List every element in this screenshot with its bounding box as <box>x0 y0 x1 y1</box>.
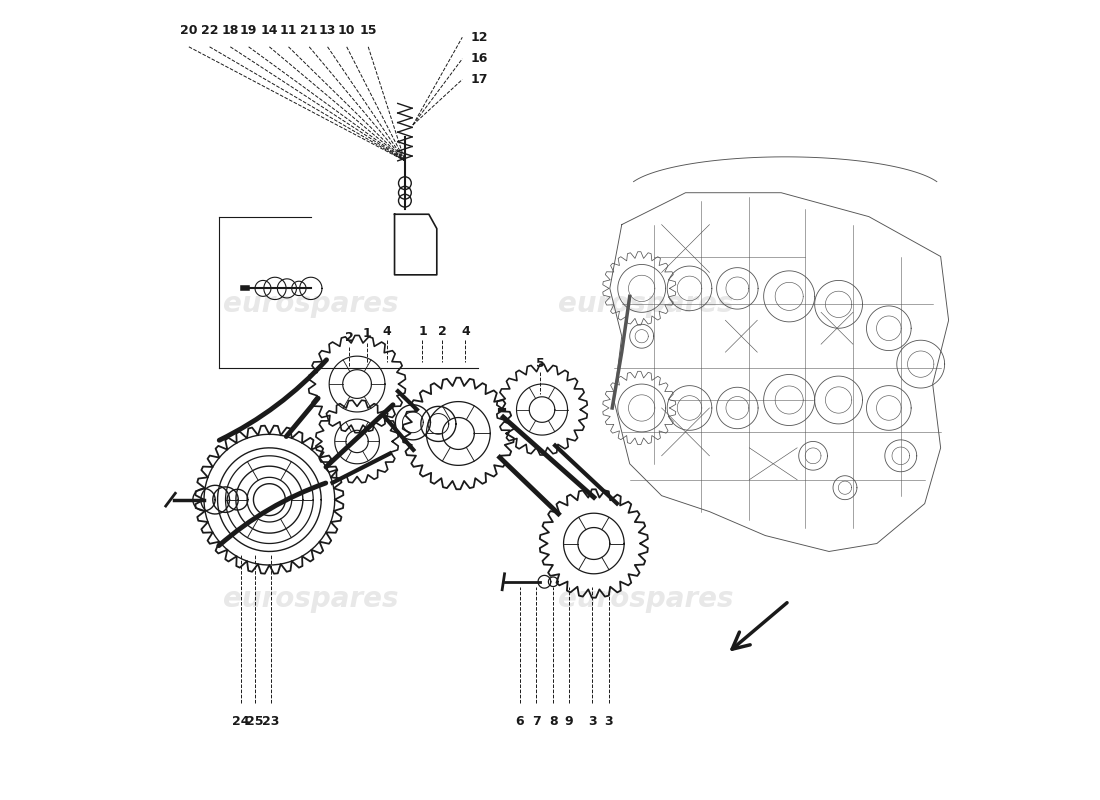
Text: eurospares: eurospares <box>558 586 734 614</box>
Text: 16: 16 <box>471 52 487 66</box>
Text: 22: 22 <box>201 24 218 38</box>
Text: 7: 7 <box>532 715 541 728</box>
Text: eurospares: eurospares <box>223 586 398 614</box>
Text: 17: 17 <box>471 73 487 86</box>
Text: 3: 3 <box>587 715 596 728</box>
Text: 10: 10 <box>338 24 355 38</box>
Text: eurospares: eurospares <box>558 290 734 318</box>
Text: 6: 6 <box>516 715 524 728</box>
Text: 2: 2 <box>438 325 447 338</box>
Text: 19: 19 <box>240 24 257 38</box>
Text: 25: 25 <box>246 715 264 728</box>
Text: 1: 1 <box>362 327 371 340</box>
Text: 3: 3 <box>605 715 614 728</box>
Text: 20: 20 <box>180 24 198 38</box>
Text: 23: 23 <box>262 715 279 728</box>
Text: 1: 1 <box>418 325 427 338</box>
Text: 9: 9 <box>564 715 573 728</box>
Text: 5: 5 <box>536 357 544 370</box>
Text: eurospares: eurospares <box>223 290 398 318</box>
Text: 2: 2 <box>344 331 353 344</box>
Text: 12: 12 <box>471 30 487 44</box>
Text: 11: 11 <box>279 24 297 38</box>
Text: 4: 4 <box>382 325 390 338</box>
Text: 14: 14 <box>261 24 278 38</box>
Text: 24: 24 <box>232 715 250 728</box>
Text: 13: 13 <box>319 24 337 38</box>
Text: 15: 15 <box>360 24 377 38</box>
Text: 8: 8 <box>549 715 558 728</box>
Text: 4: 4 <box>461 325 470 338</box>
Text: 21: 21 <box>300 24 318 38</box>
Text: 18: 18 <box>221 24 239 38</box>
